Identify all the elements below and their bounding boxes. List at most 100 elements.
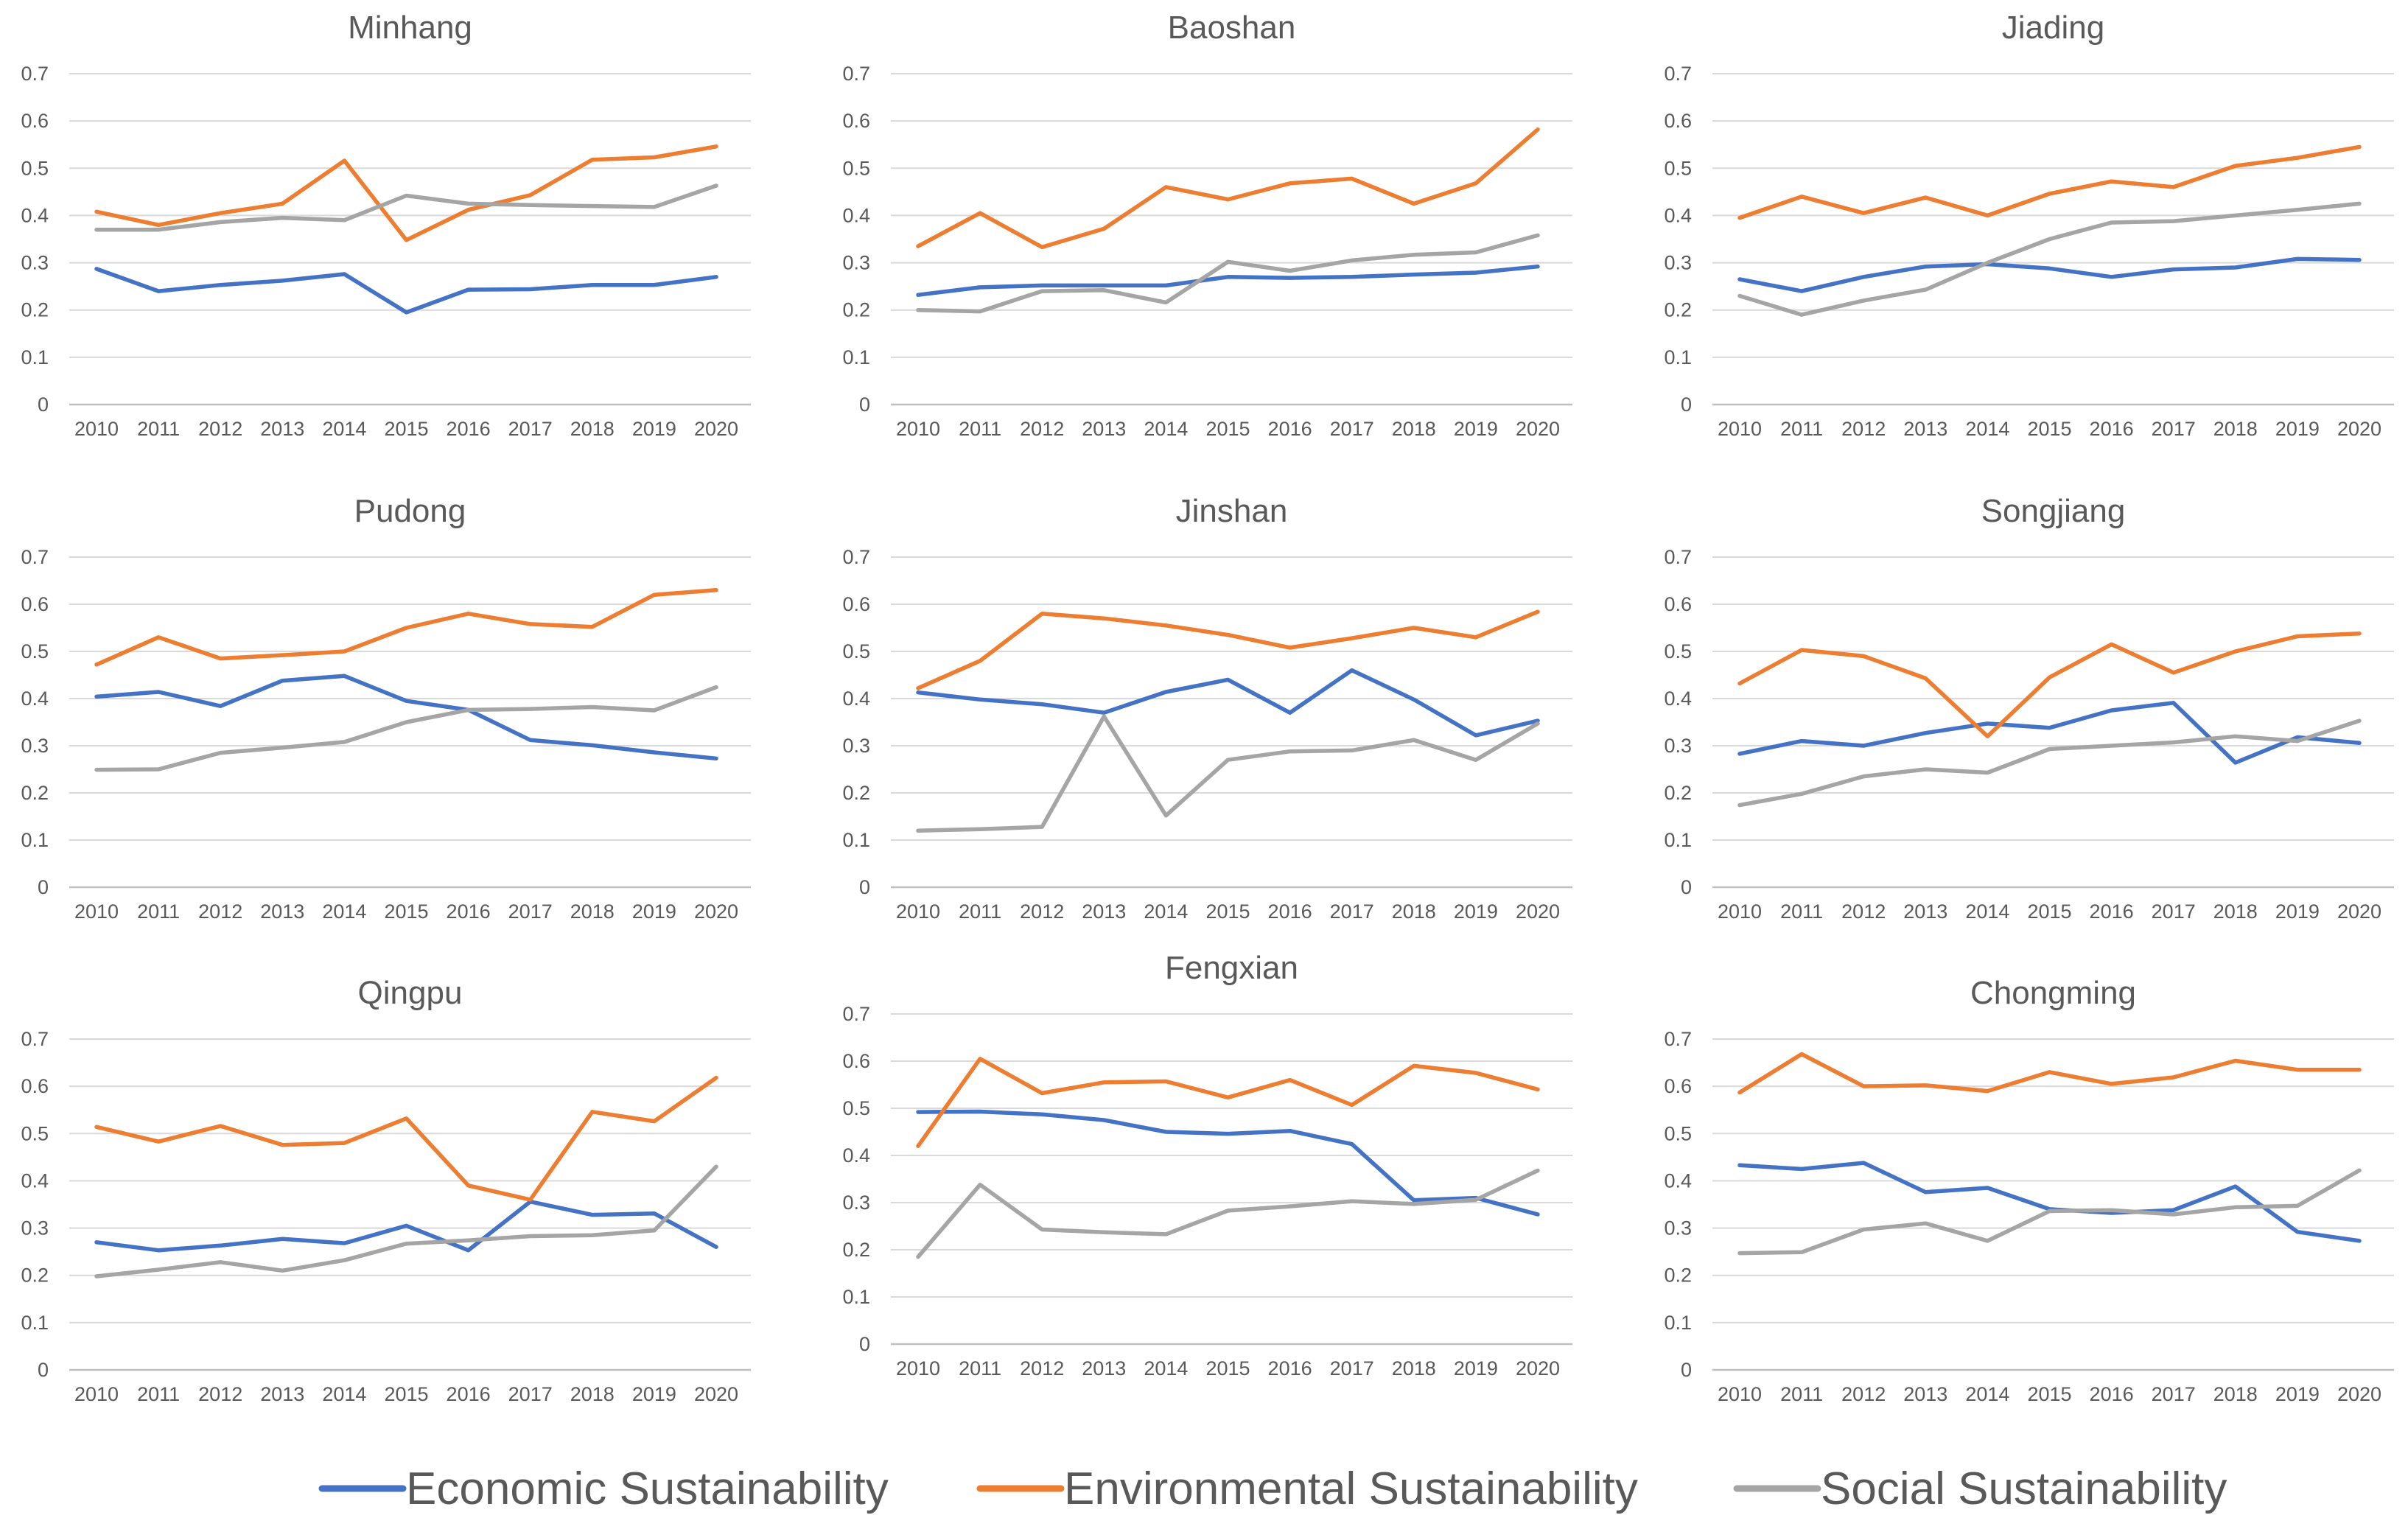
series-line-economic [916, 668, 1540, 738]
legend-item-economic: Economic Sustainability [318, 1463, 889, 1514]
y-tick-label: 0 [38, 1359, 49, 1381]
x-tick-label: 2017 [2152, 900, 2196, 923]
legend-label-economic: Economic Sustainability [406, 1463, 889, 1514]
y-tick-label: 0 [1681, 1359, 1692, 1381]
y-tick-label: 0.2 [1664, 782, 1692, 804]
y-tick-label: 0 [38, 876, 49, 898]
y-tick-label: 0.2 [842, 782, 870, 804]
y-tick-label: 0.4 [21, 204, 49, 226]
y-tick-label: 0 [859, 1333, 870, 1355]
x-tick-label: 2012 [1020, 418, 1064, 440]
x-tick-label: 2014 [322, 418, 366, 440]
x-tick-label: 2011 [959, 1357, 1001, 1379]
series-line-social [916, 233, 1540, 314]
y-tick-label: 0.3 [21, 735, 49, 757]
y-tick-label: 0.2 [21, 299, 49, 321]
y-tick-label: 0.2 [1664, 1265, 1692, 1287]
y-tick-label: 0.5 [842, 1097, 870, 1119]
chart-chongming: Chongming 0 0.1 0.2 0.3 0.4 0.5 0.6 0.7 2010 2011 2… [1664, 975, 2394, 1405]
x-tick-label: 2013 [260, 900, 304, 923]
x-tick-label: 2013 [260, 418, 304, 440]
x-tick-label: 2018 [570, 900, 615, 923]
x-tick-label: 2019 [2275, 1383, 2320, 1405]
x-tick-label: 2018 [570, 1383, 615, 1405]
x-tick-label: 2019 [2275, 418, 2320, 440]
x-tick-label: 2016 [1268, 418, 1312, 440]
x-tick-label: 2020 [1516, 900, 1560, 923]
series-line-environmental [94, 588, 718, 667]
y-tick-label: 0.5 [21, 1122, 49, 1144]
series-line-environmental [1737, 144, 2362, 220]
series-line-social [1737, 201, 2362, 317]
chart-baoshan: Baoshan 0 0.1 0.2 0.3 0.4 0.5 0.6 0.7 2010 2011 201… [842, 10, 1572, 440]
legend: Economic Sustainability Environmental Su… [318, 1463, 2227, 1514]
y-tick-label: 0.3 [21, 1217, 49, 1239]
chart-title-songjiang: Songjiang [1981, 493, 2126, 529]
x-tick-label: 2018 [1392, 1357, 1436, 1379]
chart-title-jiading: Jiading [2002, 10, 2104, 46]
x-tick-label: 2019 [632, 1383, 676, 1405]
x-tick-label: 2018 [1392, 900, 1436, 923]
chart-title-fengxian: Fengxian [1165, 950, 1298, 986]
x-tick-label: 2020 [694, 418, 738, 440]
y-tick-label: 0.2 [21, 782, 49, 804]
x-tick-label: 2015 [1205, 1357, 1250, 1379]
y-tick-label: 0.6 [1664, 593, 1692, 615]
series-line-economic [1737, 1161, 2362, 1243]
chart-title-chongming: Chongming [1970, 975, 2136, 1011]
x-tick-label: 2011 [959, 900, 1001, 923]
x-tick-label: 2015 [2027, 418, 2071, 440]
legend-item-social: Social Sustainability [1733, 1463, 2227, 1514]
y-tick-label: 0.2 [842, 1239, 870, 1261]
y-tick-label: 0.7 [842, 546, 870, 568]
y-tick-label: 0.3 [21, 252, 49, 274]
x-tick-label: 2010 [74, 900, 119, 923]
x-tick-label: 2020 [694, 900, 738, 923]
y-tick-label: 0.1 [842, 346, 870, 368]
legend-label-social: Social Sustainability [1821, 1463, 2227, 1514]
x-tick-label: 2016 [2090, 418, 2134, 440]
series-line-social [94, 685, 718, 772]
series-line-economic [916, 264, 1540, 297]
y-tick-label: 0.3 [1664, 1217, 1692, 1239]
series-line-economic [1737, 256, 2362, 293]
y-tick-label: 0.6 [842, 593, 870, 615]
y-tick-label: 0.4 [842, 204, 870, 226]
y-tick-label: 0.1 [842, 829, 870, 851]
chart-title-qingpu: Qingpu [358, 975, 463, 1011]
y-tick-label: 0 [859, 876, 870, 898]
series-line-environmental [94, 144, 718, 242]
y-tick-label: 0.2 [21, 1265, 49, 1287]
x-tick-label: 2017 [508, 418, 553, 440]
chart-fengxian: Fengxian 0 0.1 0.2 0.3 0.4 0.5 0.6 0.7 2010 2011 20… [842, 950, 1572, 1379]
y-tick-label: 0.5 [842, 640, 870, 662]
x-tick-label: 2018 [2213, 418, 2258, 440]
x-tick-label: 2010 [896, 418, 940, 440]
x-tick-label: 2019 [632, 418, 676, 440]
x-tick-label: 2010 [1718, 900, 1762, 923]
y-tick-label: 0.7 [21, 546, 49, 568]
y-tick-label: 0.3 [842, 735, 870, 757]
y-tick-label: 0.6 [1664, 110, 1692, 132]
chart-jiading: Jiading 0 0.1 0.2 0.3 0.4 0.5 0.6 0.7 2010 2011 201… [1664, 10, 2394, 440]
x-tick-label: 2015 [1205, 418, 1250, 440]
x-tick-label: 2010 [896, 1357, 940, 1379]
series-line-social [1737, 718, 2362, 808]
chart-title-minhang: Minhang [348, 10, 472, 46]
chart-pudong: Pudong 0 0.1 0.2 0.3 0.4 0.5 0.6 0.7 2010 2011 2012… [21, 493, 751, 923]
x-tick-label: 2016 [447, 1383, 491, 1405]
y-tick-label: 0.6 [1664, 1075, 1692, 1097]
x-tick-label: 2013 [1082, 418, 1126, 440]
x-tick-label: 2015 [384, 900, 428, 923]
series-line-economic [94, 267, 718, 315]
y-tick-label: 0.5 [1664, 157, 1692, 179]
x-tick-label: 2019 [2275, 900, 2320, 923]
y-tick-label: 0.2 [1664, 299, 1692, 321]
x-tick-label: 2020 [2337, 900, 2381, 923]
x-tick-label: 2017 [2152, 1383, 2196, 1405]
x-tick-label: 2020 [1516, 418, 1560, 440]
x-tick-label: 2013 [1903, 418, 1947, 440]
y-tick-label: 0.1 [842, 1286, 870, 1308]
y-tick-label: 0.5 [21, 640, 49, 662]
x-tick-label: 2017 [1330, 900, 1374, 923]
